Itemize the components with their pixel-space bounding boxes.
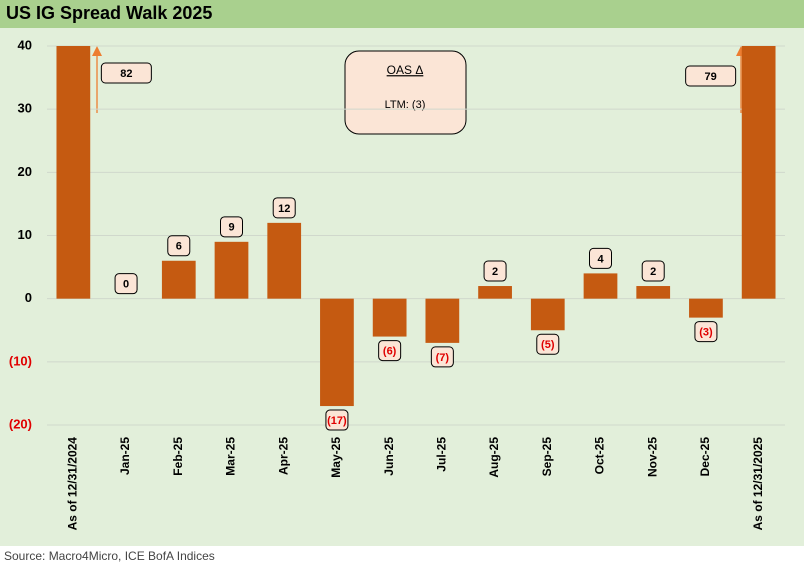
x-tick-label: Oct-25	[593, 437, 607, 475]
value-label: 2	[492, 266, 498, 278]
bar	[214, 241, 249, 299]
bar	[320, 298, 354, 407]
value-label-box	[483, 260, 507, 282]
x-tick-label: As of 12/31/2025	[751, 437, 765, 531]
value-label: (3)	[699, 327, 713, 339]
value-label-box	[378, 340, 402, 362]
bar	[425, 298, 460, 343]
value-label: 82	[120, 68, 132, 80]
value-label: (6)	[383, 345, 397, 357]
title-bar	[0, 0, 804, 28]
bar	[583, 273, 618, 299]
x-tick-label: Jan-25	[118, 437, 132, 475]
value-label: 79	[705, 71, 717, 83]
value-label-box	[272, 197, 296, 219]
value-label: 9	[228, 222, 234, 234]
bar	[741, 46, 776, 299]
bar	[689, 298, 723, 318]
value-label-box	[100, 62, 152, 84]
value-label: 4	[597, 253, 604, 265]
value-label-box	[641, 260, 665, 282]
x-tick-label: Jun-25	[382, 437, 396, 476]
value-label: 6	[176, 241, 182, 253]
y-tick-label: (20)	[9, 416, 32, 431]
y-tick-label: 30	[18, 101, 32, 116]
x-tick-label: Dec-25	[698, 437, 712, 477]
annotation-title: OAS Δ	[387, 63, 424, 77]
x-tick-label: Mar-25	[224, 437, 238, 476]
value-label-box	[536, 333, 560, 355]
value-label-box	[167, 235, 191, 257]
value-label: (17)	[327, 415, 347, 427]
x-tick-label: Aug-25	[487, 437, 501, 478]
y-tick-label: 10	[18, 227, 32, 242]
bar	[161, 260, 196, 299]
annotation-text: LTM: (3)	[385, 99, 426, 111]
value-label-box	[694, 321, 718, 343]
value-label-box	[114, 273, 138, 295]
bar	[267, 222, 302, 299]
bars	[56, 46, 776, 407]
y-tick-label: 40	[18, 37, 32, 52]
bar	[530, 298, 565, 331]
value-label-box	[685, 65, 737, 87]
bar	[56, 46, 91, 299]
x-tick-label: Nov-25	[645, 437, 659, 477]
x-tick-label: May-25	[329, 437, 343, 478]
x-tick-label: Jul-25	[435, 437, 449, 472]
x-tick-label: Apr-25	[276, 437, 290, 475]
chart-title: US IG Spread Walk 2025	[6, 3, 212, 23]
value-label: 2	[650, 266, 656, 278]
source: Source: Macro4Micro, ICE BofA Indices	[4, 549, 215, 563]
bar	[636, 286, 671, 299]
value-label-box	[430, 346, 454, 368]
value-label: (7)	[436, 352, 450, 364]
value-label-box	[589, 247, 612, 269]
y-tick-label: 20	[18, 164, 32, 179]
y-tick-label: 0	[25, 290, 32, 305]
arrow-head	[92, 46, 102, 56]
value-label: (5)	[541, 339, 555, 351]
y-tick-label: (10)	[9, 353, 32, 368]
x-tick-label: Sep-25	[540, 437, 554, 477]
x-tick-label: Feb-25	[171, 437, 185, 476]
bar	[372, 298, 407, 337]
value-label-box	[325, 409, 349, 431]
annotation-box	[344, 50, 467, 135]
bar	[478, 286, 512, 299]
value-label-box	[220, 216, 243, 238]
x-tick-label: As of 12/31/2024	[66, 437, 80, 531]
value-label: 0	[123, 279, 129, 291]
value-label: 12	[278, 203, 290, 215]
